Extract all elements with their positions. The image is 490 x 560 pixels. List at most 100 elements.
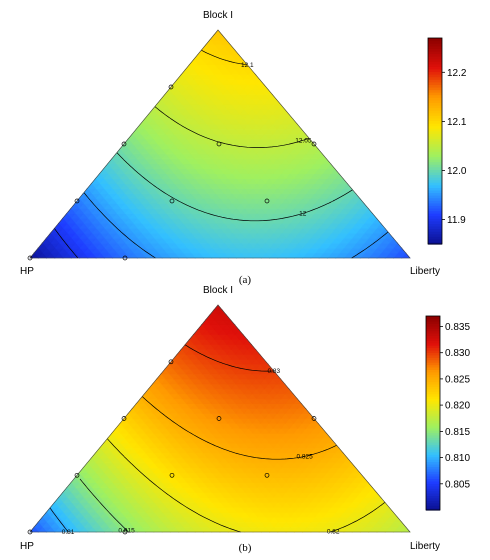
colorbar-segment [428,241,442,245]
colorbar-segment [426,381,440,385]
colorbar: 0.805 0.810 0.815 0.820 0.825 0.830 0.835 [425,315,470,511]
colorbar-segment [426,383,440,387]
colorbar-segment [426,374,440,378]
colorbar-segment [428,81,442,85]
colorbar-segment [428,53,442,57]
colorbar-segment [428,63,442,67]
design-point [74,472,80,478]
design-point [264,472,270,478]
colorbar-segment [426,403,440,407]
colorbar-segment [428,104,442,109]
colorbar-segment [426,449,440,453]
colorbar-segment [428,200,442,204]
contour-line [107,438,386,533]
colorbar-segment [428,213,442,217]
colorbar-segment [428,192,442,196]
colorbar-segment [426,357,440,361]
design-point [27,255,33,261]
colorbar-segment [428,187,442,191]
colorbar-segment [428,159,442,163]
colorbar-frame [427,37,443,245]
contour-line [154,106,310,148]
colorbar-segment [428,110,442,114]
colorbar-tick-label: 12.2 [447,68,467,79]
colorbar-segment [428,143,442,147]
colorbar-segment [426,493,440,497]
colorbar-segment [426,434,440,438]
colorbar-segment [428,205,442,209]
design-point [311,416,317,421]
colorbar-segment [426,425,440,429]
colorbar-segment [426,417,440,421]
colorbar-segment [428,97,442,101]
colorbar-segment [426,500,440,504]
colorbar-segment [426,320,440,324]
colorbar-segment [426,345,440,349]
colorbar-segment [428,189,442,194]
colorbar-segment [426,342,440,346]
colorbar-segment [428,156,442,160]
colorbar-tick-label: 12.0 [447,166,467,177]
vertex-label-right: Liberty [410,541,440,552]
design-point [168,359,174,365]
triangle-outline [29,304,411,533]
colorbar-segment [426,478,440,482]
colorbar-segment [426,415,440,419]
colorbar-tick-label: 0.810 [445,453,470,464]
colorbar-segment [426,459,440,463]
colorbar-segment [426,369,440,373]
colorbar-segment [426,332,440,336]
colorbar-segment [428,220,442,224]
colorbar-segment [426,400,440,404]
colorbar-tick-label: 0.820 [445,401,470,412]
colorbar-segment [426,413,440,417]
colorbar-segment [426,446,440,450]
colorbar-segment [428,58,442,62]
contour-line [184,344,274,372]
design-point [121,141,127,147]
colorbar-segment [426,410,440,414]
colorbar-segment [428,164,442,168]
colorbar-segment [426,340,440,344]
design-point [216,416,222,421]
colorbar-segment [426,366,440,370]
colorbar-segment [428,151,442,155]
colorbar-segment [428,153,442,158]
colorbar-segment [428,130,442,134]
colorbar-segment [428,71,442,75]
colorbar-segment [426,352,440,356]
colorbar-segment [426,408,440,412]
vertex-label-left: HP [20,266,34,277]
colorbar-segment [428,128,442,132]
surface-cell [213,304,223,311]
colorbar-segment [426,379,440,383]
design-point [216,141,222,147]
colorbar-segment [426,497,440,501]
design-point [122,529,128,535]
colorbar-segment [428,238,442,243]
contour-line [79,478,129,533]
colorbar-segment [428,84,442,88]
colorbar-segment [428,179,442,183]
colorbar-segment [428,223,442,227]
colorbar-tick-label: 12.1 [447,117,467,128]
colorbar-tick-label: 0.805 [445,479,470,490]
colorbar-segment [428,117,442,122]
colorbar-segment [426,427,440,431]
colorbar-segment [426,429,440,433]
colorbar-segment [428,122,442,127]
colorbar-segment [428,148,442,152]
colorbar-segment [428,169,442,173]
colorbar-segment [428,236,442,240]
colorbar-segment [426,349,440,353]
colorbar-segment [426,502,440,506]
colorbar-segment [426,386,440,390]
colorbar-segment [426,362,440,366]
colorbar-segment [428,125,442,129]
colorbar-segment [426,391,440,395]
colorbar-segment [426,420,440,424]
vertex-label-top: Block I [203,10,233,21]
colorbar-segment [426,364,440,368]
